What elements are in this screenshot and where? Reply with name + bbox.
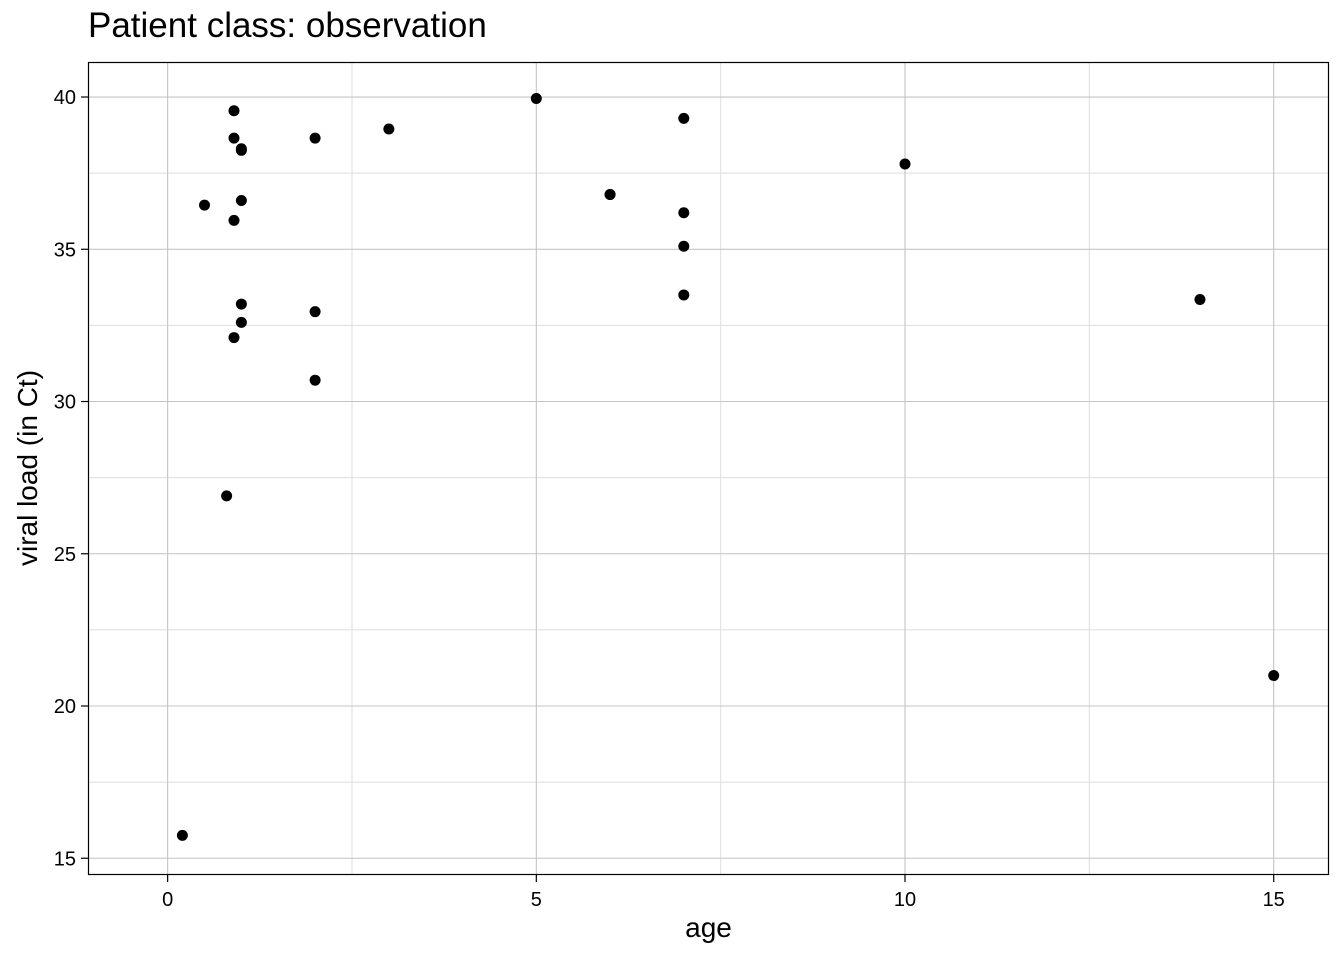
y-tick-label: 25	[54, 544, 76, 566]
data-point	[228, 332, 240, 344]
data-point	[309, 132, 321, 144]
x-tick-label: 5	[531, 889, 542, 911]
data-point	[1268, 670, 1280, 682]
y-tick-label: 30	[54, 392, 76, 414]
x-tick-label: 10	[894, 889, 916, 911]
y-tick-label: 40	[54, 87, 76, 109]
plot-panel-border	[87, 61, 1330, 876]
data-point	[235, 316, 247, 328]
data-point	[1194, 294, 1206, 306]
data-point	[678, 112, 690, 124]
data-point	[678, 289, 690, 301]
y-tick-label: 35	[54, 239, 76, 261]
data-point	[228, 105, 240, 117]
data-point	[309, 374, 321, 386]
data-point	[176, 829, 188, 841]
data-points	[176, 93, 1280, 841]
x-tick-label: 0	[162, 889, 173, 911]
data-point	[221, 490, 233, 502]
y-tick-label: 20	[54, 696, 76, 718]
major-gridlines	[88, 62, 1329, 875]
data-point	[383, 123, 395, 135]
y-axis-label: viral load (in Ct)	[12, 369, 43, 567]
data-point	[235, 144, 247, 156]
data-point	[235, 195, 247, 207]
chart-title: Patient class: observation	[88, 6, 487, 45]
data-point	[678, 207, 690, 219]
data-point	[530, 93, 542, 105]
data-point	[899, 158, 911, 170]
data-point	[228, 132, 240, 144]
data-point	[199, 199, 211, 211]
y-tick-label: 15	[54, 848, 76, 870]
data-point	[309, 306, 321, 318]
y-axis-ticks: 15 20 25 30 35 40	[54, 87, 88, 870]
minor-gridlines	[88, 62, 1329, 875]
x-tick-label: 15	[1263, 889, 1285, 911]
data-point	[678, 240, 690, 252]
data-point	[235, 298, 247, 310]
data-point	[228, 214, 240, 226]
data-point	[604, 188, 616, 200]
x-axis-label: age	[685, 912, 732, 943]
x-axis-ticks: 0 5 10 15	[162, 875, 1285, 911]
